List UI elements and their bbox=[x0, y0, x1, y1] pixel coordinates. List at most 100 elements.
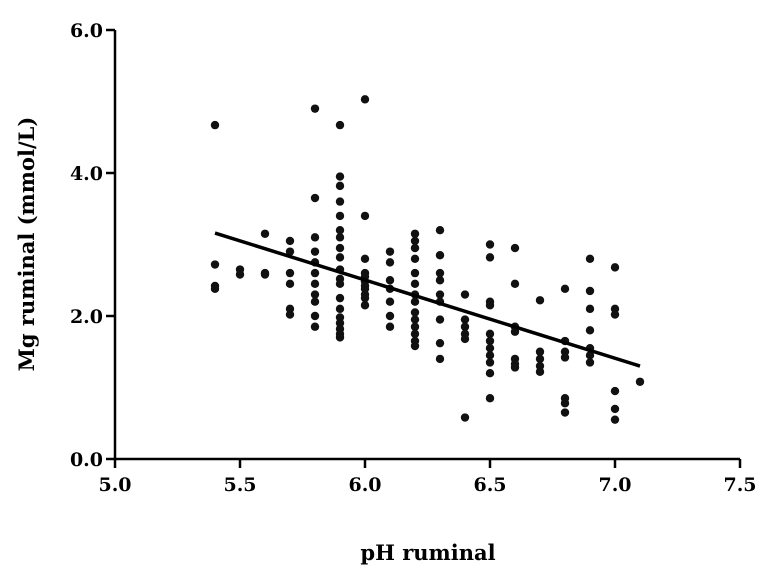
data-point bbox=[310, 322, 320, 331]
data-point bbox=[460, 315, 470, 324]
data-point bbox=[435, 338, 445, 348]
data-point bbox=[435, 268, 445, 278]
data-point bbox=[335, 120, 345, 130]
data-point bbox=[310, 297, 320, 306]
y-ticks: 0.0 2.0 4.0 6.0 bbox=[70, 20, 115, 471]
data-point bbox=[485, 336, 495, 346]
data-point bbox=[610, 415, 620, 424]
data-point bbox=[585, 254, 595, 263]
data-point bbox=[485, 358, 495, 367]
data-point bbox=[460, 290, 470, 299]
x-tick-label: 7.5 bbox=[723, 474, 756, 496]
data-point bbox=[385, 276, 395, 285]
data-point bbox=[335, 279, 345, 289]
data-point bbox=[585, 304, 595, 314]
regression-line bbox=[214, 231, 641, 368]
data-point bbox=[485, 329, 495, 339]
data-point bbox=[335, 181, 345, 191]
data-point bbox=[235, 270, 245, 279]
y-tick-label: 4.0 bbox=[70, 163, 103, 185]
data-point bbox=[610, 310, 620, 319]
data-point bbox=[360, 293, 370, 303]
data-point bbox=[310, 268, 320, 278]
data-point bbox=[410, 341, 420, 351]
data-point bbox=[410, 329, 420, 339]
data-point bbox=[335, 172, 345, 181]
data-point bbox=[510, 279, 520, 289]
y-tick-label: 6.0 bbox=[70, 20, 103, 42]
data-point bbox=[510, 327, 520, 336]
data-point bbox=[310, 279, 320, 289]
x-tick-label: 5.0 bbox=[98, 474, 131, 496]
x-tick-label: 6.0 bbox=[348, 474, 381, 496]
data-point bbox=[410, 297, 420, 306]
data-point bbox=[560, 408, 570, 417]
data-point bbox=[460, 322, 470, 331]
data-point bbox=[485, 240, 495, 249]
data-point bbox=[310, 247, 320, 256]
data-point bbox=[435, 354, 445, 364]
data-point bbox=[335, 293, 345, 303]
data-point bbox=[410, 254, 420, 263]
data-point bbox=[485, 394, 495, 403]
data-point bbox=[585, 286, 595, 296]
data-point bbox=[485, 351, 495, 360]
data-point bbox=[485, 343, 495, 353]
data-point bbox=[310, 104, 320, 113]
data-point bbox=[510, 243, 520, 253]
data-point bbox=[610, 404, 620, 414]
data-point bbox=[560, 399, 570, 408]
data-point bbox=[285, 247, 295, 256]
data-point bbox=[335, 243, 345, 253]
x-tick-label: 5.5 bbox=[223, 474, 256, 496]
data-point bbox=[210, 284, 220, 294]
x-tick-label: 7.0 bbox=[598, 474, 631, 496]
data-point bbox=[635, 377, 645, 386]
data-point bbox=[210, 260, 220, 269]
data-points bbox=[210, 95, 645, 424]
data-point bbox=[460, 413, 470, 422]
data-point bbox=[335, 304, 345, 314]
y-tick-label: 0.0 bbox=[70, 449, 103, 471]
data-point bbox=[360, 301, 370, 310]
data-point bbox=[410, 315, 420, 324]
data-point bbox=[335, 253, 345, 262]
data-point bbox=[535, 367, 545, 376]
data-point bbox=[485, 253, 495, 262]
data-point bbox=[335, 233, 345, 242]
axes bbox=[113, 30, 740, 461]
data-point bbox=[285, 310, 295, 319]
data-point bbox=[285, 268, 295, 278]
data-point bbox=[410, 308, 420, 317]
data-point bbox=[310, 290, 320, 299]
data-point bbox=[485, 369, 495, 378]
data-point bbox=[410, 236, 420, 246]
data-point bbox=[335, 333, 345, 342]
data-point bbox=[410, 243, 420, 253]
data-point bbox=[310, 233, 320, 242]
data-point bbox=[510, 363, 520, 372]
data-point bbox=[410, 229, 420, 238]
data-point bbox=[310, 311, 320, 321]
data-point bbox=[610, 386, 620, 396]
data-point bbox=[560, 284, 570, 294]
data-point bbox=[410, 322, 420, 331]
data-point bbox=[485, 301, 495, 310]
data-point bbox=[210, 120, 220, 130]
data-point bbox=[560, 353, 570, 362]
data-point bbox=[285, 279, 295, 289]
data-point bbox=[385, 258, 395, 267]
data-point bbox=[435, 290, 445, 299]
data-point bbox=[385, 297, 395, 306]
data-point bbox=[260, 229, 270, 238]
y-tick-label: 2.0 bbox=[70, 306, 103, 328]
data-point bbox=[335, 197, 345, 206]
data-point bbox=[310, 193, 320, 203]
x-ticks: 5.0 5.5 6.0 6.5 7.0 7.5 bbox=[98, 459, 757, 496]
data-point bbox=[360, 254, 370, 263]
data-point bbox=[535, 354, 545, 364]
data-point bbox=[360, 95, 370, 104]
data-point bbox=[435, 315, 445, 324]
data-point bbox=[585, 351, 595, 360]
